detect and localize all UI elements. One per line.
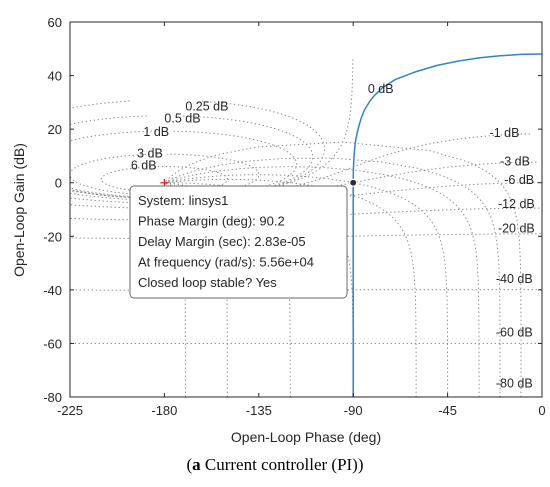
grid-label-right: -40 dB <box>496 272 533 286</box>
y-tick-label: 60 <box>48 15 62 30</box>
grid-label-right: -80 dB <box>496 377 533 391</box>
x-tick-label: -225 <box>57 403 83 418</box>
grid-label-left: 3 dB <box>137 146 163 160</box>
datatip-line: At frequency (rad/s): 5.56e+04 <box>138 255 314 270</box>
x-axis-label: Open-Loop Phase (deg) <box>231 429 381 445</box>
figure-caption: (a Current controller (PI)) <box>186 455 364 474</box>
grid-label-top: 0 dB <box>368 82 394 96</box>
grid-label-left: 0.25 dB <box>185 99 228 113</box>
datatip[interactable]: System: linsys1 Phase Margin (deg): 90.2 D… <box>129 185 348 299</box>
caption-text: Current controller (PI) <box>200 455 358 474</box>
y-tick-label: -80 <box>43 390 62 405</box>
y-tick-label: -60 <box>43 336 62 351</box>
nichols-magnitude-contour <box>70 59 354 200</box>
y-tick-label: 40 <box>48 69 62 84</box>
grid-label-left: 6 dB <box>131 158 157 172</box>
grid-label-left: 1 dB <box>143 125 169 139</box>
y-tick-label: -40 <box>43 283 62 298</box>
plot-frame <box>69 21 543 398</box>
caption-letter: a <box>192 455 201 474</box>
x-tick-label: -180 <box>151 403 177 418</box>
datatip-box <box>129 185 348 299</box>
nichols-phase-contour <box>164 157 501 397</box>
nichols-phase-contour <box>164 141 522 397</box>
x-tick-label: -90 <box>344 403 363 418</box>
y-tick-label: 20 <box>48 122 62 137</box>
datatip-line: Closed loop stable? Yes <box>138 275 277 290</box>
y-tick-label: -20 <box>43 229 62 244</box>
grid-label-right: -3 dB <box>500 154 530 168</box>
datatip-line: Delay Margin (sec): 2.83e-05 <box>138 234 306 249</box>
series-layer <box>352 53 542 397</box>
x-tick-label: 0 <box>538 403 545 418</box>
grid-label-left: 0.5 dB <box>164 111 200 125</box>
grid-label-right: -12 dB <box>498 197 535 211</box>
x-tick-label: -45 <box>438 403 457 418</box>
nichols-magnitude-contour <box>70 153 260 196</box>
series-line <box>352 53 542 397</box>
datatip-line: System: linsys1 <box>138 193 228 208</box>
grid-label-layer: 0.25 dB0.5 dB1 dB 3 dB6 dB 0 dB -1 dB -3 dB -… <box>131 82 535 391</box>
datatip-marker[interactable] <box>349 178 358 187</box>
ticks-layer: -225 -180 -135 -90 -45 0 -80 -60 -40 -20 0 20 40 60 <box>43 15 545 418</box>
nichols-chart: -225 -180 -135 -90 -45 0 -80 -60 -40 -20 0 20 40 60 0… <box>11 15 546 445</box>
y-axis-label: Open-Loop Gain (dB) <box>11 143 27 277</box>
y-tick-label: 0 <box>55 176 62 191</box>
grid-label-right: -1 dB <box>490 126 520 140</box>
critical-point-marker <box>160 178 169 187</box>
datatip-line: Phase Margin (deg): 90.2 <box>138 214 285 229</box>
nichols-magnitude-contour <box>70 130 298 198</box>
grid-label-right: -20 dB <box>498 221 535 235</box>
marker-layer <box>160 178 358 187</box>
nichols-magnitude-contour <box>70 133 533 201</box>
x-tick-label: -135 <box>246 403 272 418</box>
grid-label-right: -6 dB <box>504 173 534 187</box>
grid-label-right: -60 dB <box>496 326 533 340</box>
